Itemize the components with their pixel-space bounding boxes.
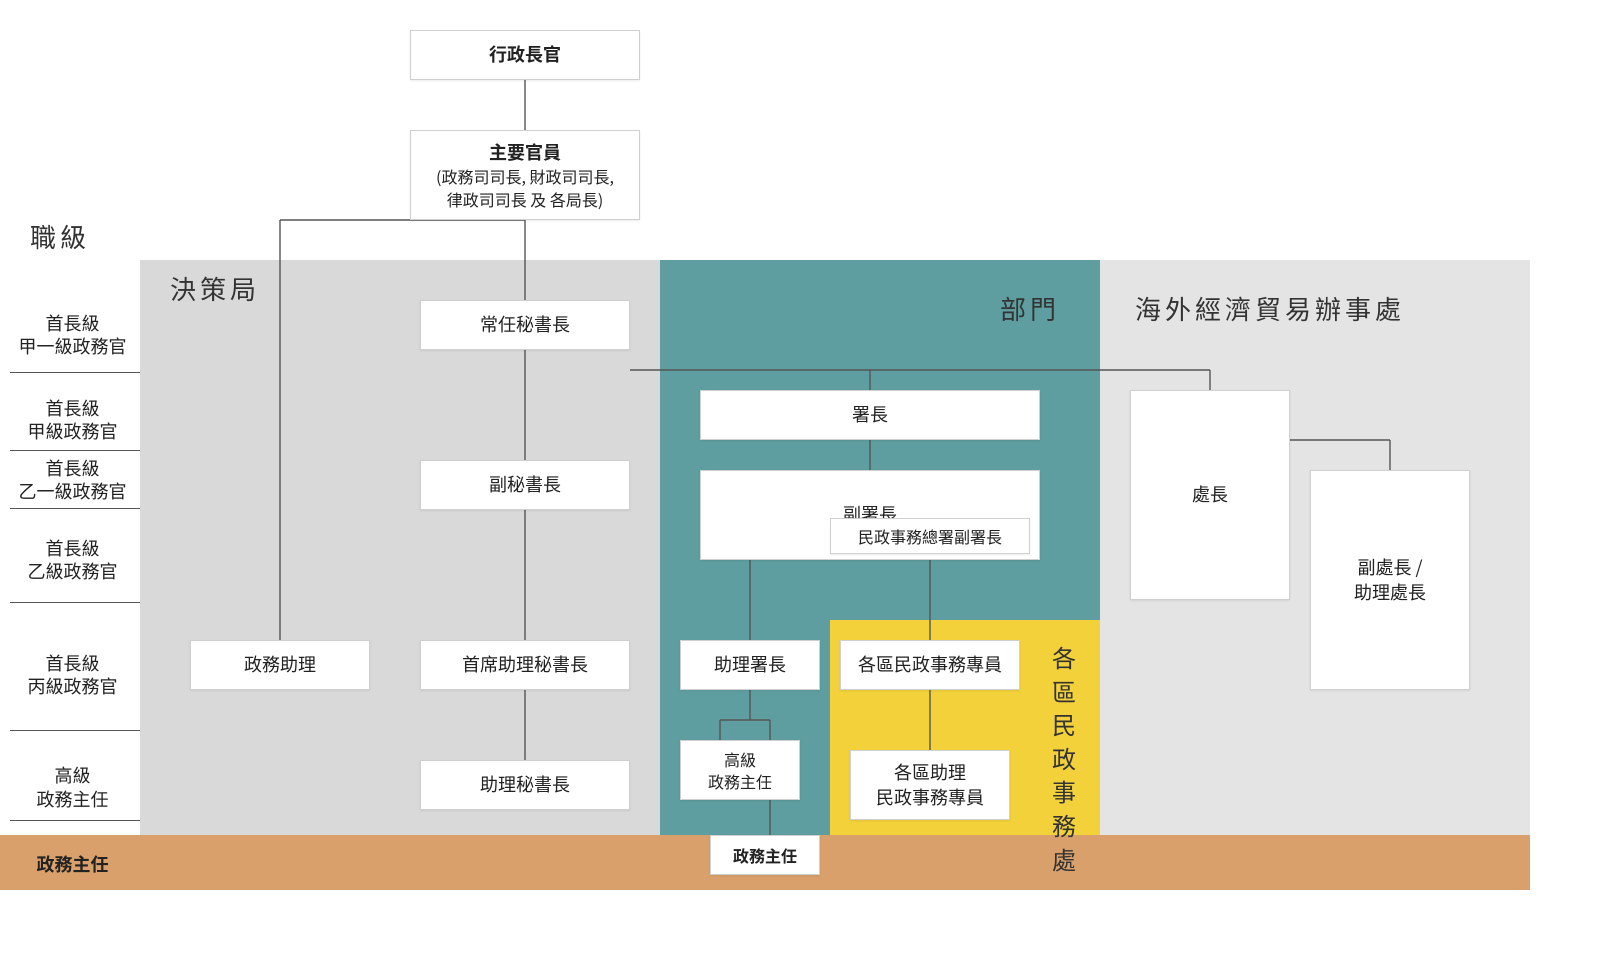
node-subbox-text: 民政事務總署副署長 [858,525,1002,547]
node-title: 政務主任 [733,844,797,866]
district-label: 各區 民政 事務處 [1040,640,1090,875]
node-title: 署長 [852,402,888,427]
node-title: 政務助理 [244,652,316,677]
node-pa_sec: 首席助理秘書長 [420,640,630,690]
node-do: 各區民政事務專員 [840,640,1020,690]
rank-label-r2: 首長級 甲級政務官 [10,390,135,450]
rank-divider [10,602,140,603]
section-label-policy: 決策局 [170,270,260,307]
rank-divider [10,450,140,451]
node-title: 高級 政務主任 [708,748,772,793]
rank-label-r7: 政務主任 [10,850,135,880]
rank-divider [10,508,140,509]
node-dep_sec: 副秘書長 [420,460,630,510]
node-dir_dept: 署長 [700,390,1040,440]
rank-label-r4: 首長級 乙級政務官 [10,525,135,595]
rank-divider [10,372,140,373]
node-pol_asst: 政務助理 [190,640,370,690]
node-subtitle: (政務司司長, 財政司司長, 律政司司長 及 各局長) [436,165,614,210]
section-label-overseas: 海外經濟貿易辦事處 [1135,290,1405,327]
node-perm: 常任秘書長 [420,300,630,350]
node-eto_dep: 副處長 / 助理處長 [1310,470,1470,690]
node-eto_dir: 處長 [1130,390,1290,600]
node-title: 各區助理 民政事務專員 [876,760,984,810]
node-title: 首席助理秘書長 [462,652,588,677]
node-title: 各區民政事務專員 [858,652,1002,677]
node-principal: 主要官員(政務司司長, 財政司司長, 律政司司長 及 各局長) [410,130,640,220]
rank-divider [10,820,140,821]
org-chart-canvas: 首長級 甲一級政務官首長級 甲級政務官首長級 乙一級政務官首長級 乙級政務官首長… [0,0,1620,954]
rank-label-r3: 首長級 乙一級政務官 [10,455,135,505]
node-title: 主要官員 [489,140,561,165]
node-title: 助理署長 [714,652,786,677]
node-asst_dir: 助理署長 [680,640,820,690]
section-label-dept: 部門 [1000,290,1060,327]
rank-label-r5: 首長級 丙級政務官 [10,640,135,710]
node-sao: 高級 政務主任 [680,740,800,800]
node-a_sec: 助理秘書長 [420,760,630,810]
node-ao: 政務主任 [710,835,820,875]
node-ado: 各區助理 民政事務專員 [850,750,1010,820]
node-title: 助理秘書長 [480,772,570,797]
node-title: 常任秘書長 [480,312,570,337]
rank-label-r1: 首長級 甲一級政務官 [10,300,135,370]
node-title: 副處長 / 助理處長 [1354,555,1426,605]
rank-divider [10,730,140,731]
node-title: 行政長官 [489,42,561,67]
section-label-ranks_header: 職級 [30,218,90,255]
node-title: 副秘書長 [489,472,561,497]
rank-label-r6: 高級 政務主任 [10,760,135,815]
node-ce: 行政長官 [410,30,640,80]
node-dep_dir-subbox: 民政事務總署副署長 [830,518,1030,554]
node-title: 處長 [1192,482,1228,507]
